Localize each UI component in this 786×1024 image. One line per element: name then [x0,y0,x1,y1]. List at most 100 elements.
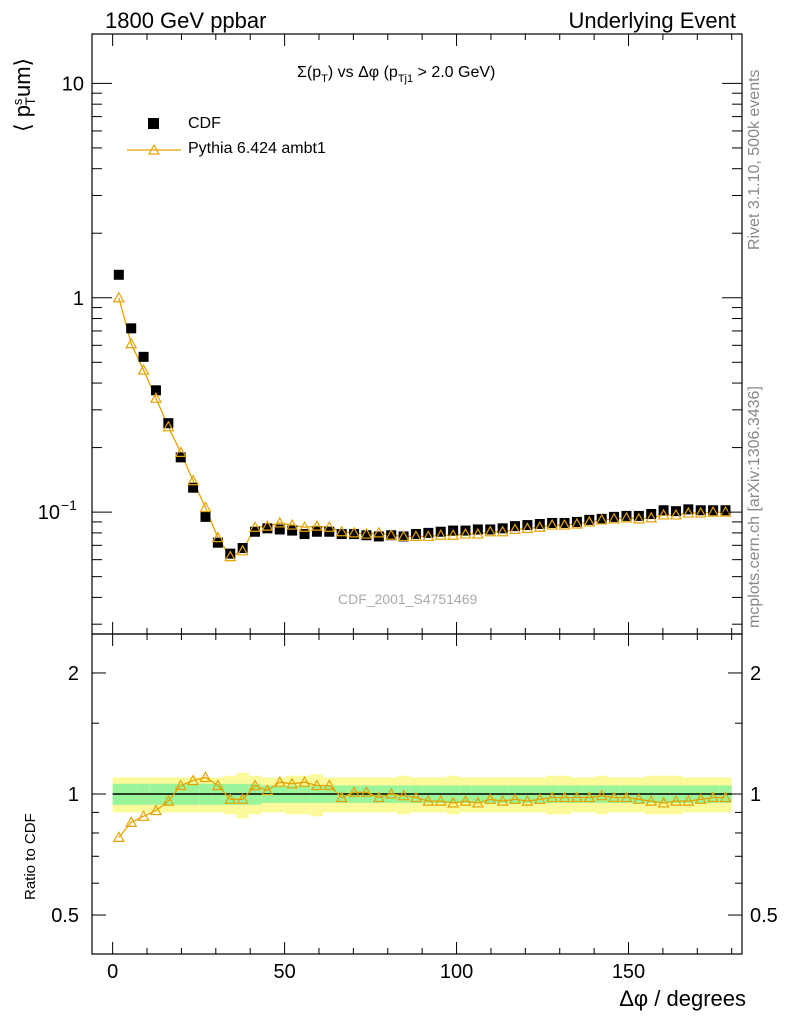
pythia-ratio-point [546,791,559,803]
title-part-b: T [321,73,328,85]
pythia-point [372,526,385,538]
cdf-point [299,529,310,540]
cdf-point [547,517,558,528]
pythia-ratio-point [558,791,571,803]
ratio-y-tick-label-left: 0.5 [51,905,79,927]
title-part-e: > 2.0 GeV) [413,64,496,81]
pythia-ratio-point [125,816,138,827]
pythia-ratio-point [471,796,484,808]
pythia-point [162,420,175,432]
pythia-point [112,291,125,303]
pythia-ratio-point [719,791,732,803]
cdf-point [596,513,607,524]
cdf-point [138,351,149,362]
cdf-point [460,525,471,536]
cdf-point [311,526,322,537]
pythia-point [682,506,695,518]
pythia-point [137,363,150,375]
pythia-ratio-point [310,779,323,791]
legend-markers [127,118,181,155]
pythia-ratio-point [570,791,583,803]
cdf-point [708,505,719,516]
pythia-point [471,527,484,539]
pythia-ratio-point [298,775,311,787]
cdf-point [225,548,236,559]
cdf-point [534,519,545,530]
pythia-point [348,526,361,538]
pythia-ratio-point [397,789,410,801]
pythia-ratio-point [707,791,720,803]
pythia-point [595,513,608,525]
header-right: Underlying Event [568,8,736,33]
pythia-point [422,530,435,542]
pythia-point [224,550,237,562]
cdf-point [349,529,360,540]
pythia-point [459,527,472,539]
pythia-point [261,519,274,531]
pythia-point [187,474,200,486]
pythia-ratio-point [484,793,497,804]
pythia-ratio-point [323,779,336,791]
ratio-y-tick-label-right: 0.5 [750,905,778,927]
cdf-point [212,537,223,548]
pythia-ratio-point [521,794,534,806]
pythia-ratio-point [236,793,249,804]
pythia-point [484,525,497,537]
series-lines [112,297,732,838]
pythia-ratio-point [459,794,472,806]
pythia-ratio-point [372,791,385,803]
pythia-ratio-point [422,794,435,806]
ratio-y-tick-label-left: 1 [68,784,79,806]
ratio-y-tick-label-right: 1 [750,784,761,806]
pythia-point [657,508,670,520]
y-tick-label: 10 [62,73,84,95]
cdf-point [336,529,347,540]
cdf-point [695,505,706,516]
cdf-point [113,269,124,280]
pythia-point [397,530,410,542]
pythia-point [273,516,286,528]
pythia-point [645,511,658,523]
pythia-point [533,521,546,532]
pythia-ratio-point [508,793,522,804]
pythia-ratio-point [199,771,212,782]
title-part-c: ) vs Δφ (p [327,64,398,81]
cdf-point [262,523,273,534]
pythia-ratio-point [645,794,658,806]
pythia-ratio-point [694,793,707,804]
y-tick-label: 1 [73,288,84,310]
pythia-ratio-point [447,796,460,808]
cdf-point [274,524,285,535]
chart-title: Σ(pT) vs Δφ (pTj1 > 2.0 GeV) [297,64,496,85]
title-part-d: Tj1 [397,73,414,85]
pythia-line-ratio [118,776,726,838]
pythia-point [199,501,212,513]
series-markers [112,269,732,842]
cdf-point [163,418,174,429]
cdf-point [621,510,632,521]
pythia-point [298,521,311,532]
pythia-point [447,529,460,540]
x-tick-label: 50 [273,961,295,983]
pythia-point [125,337,138,349]
pythia-ratio-point [620,791,633,803]
cdf-point [720,505,731,516]
pythia-ratio-point [162,794,175,806]
cdf-point [150,385,161,396]
pythia-point [236,544,249,556]
pythia-point [669,508,682,520]
pythia-ratio-point [187,774,200,786]
pythia-point [409,530,422,542]
cdf-point [609,511,620,522]
pythia-point [434,529,447,540]
legend-label-pythia: Pythia 6.424 ambt1 [188,140,326,157]
cdf-point [423,527,434,538]
cdf-point [386,530,397,541]
cdf-point [410,529,421,540]
header-left: 1800 GeV ppbar [105,8,267,33]
pythia-ratio-point [248,779,262,791]
pythia-ratio-point [286,777,299,789]
ylabel-part-b: um⟩ [10,57,35,97]
